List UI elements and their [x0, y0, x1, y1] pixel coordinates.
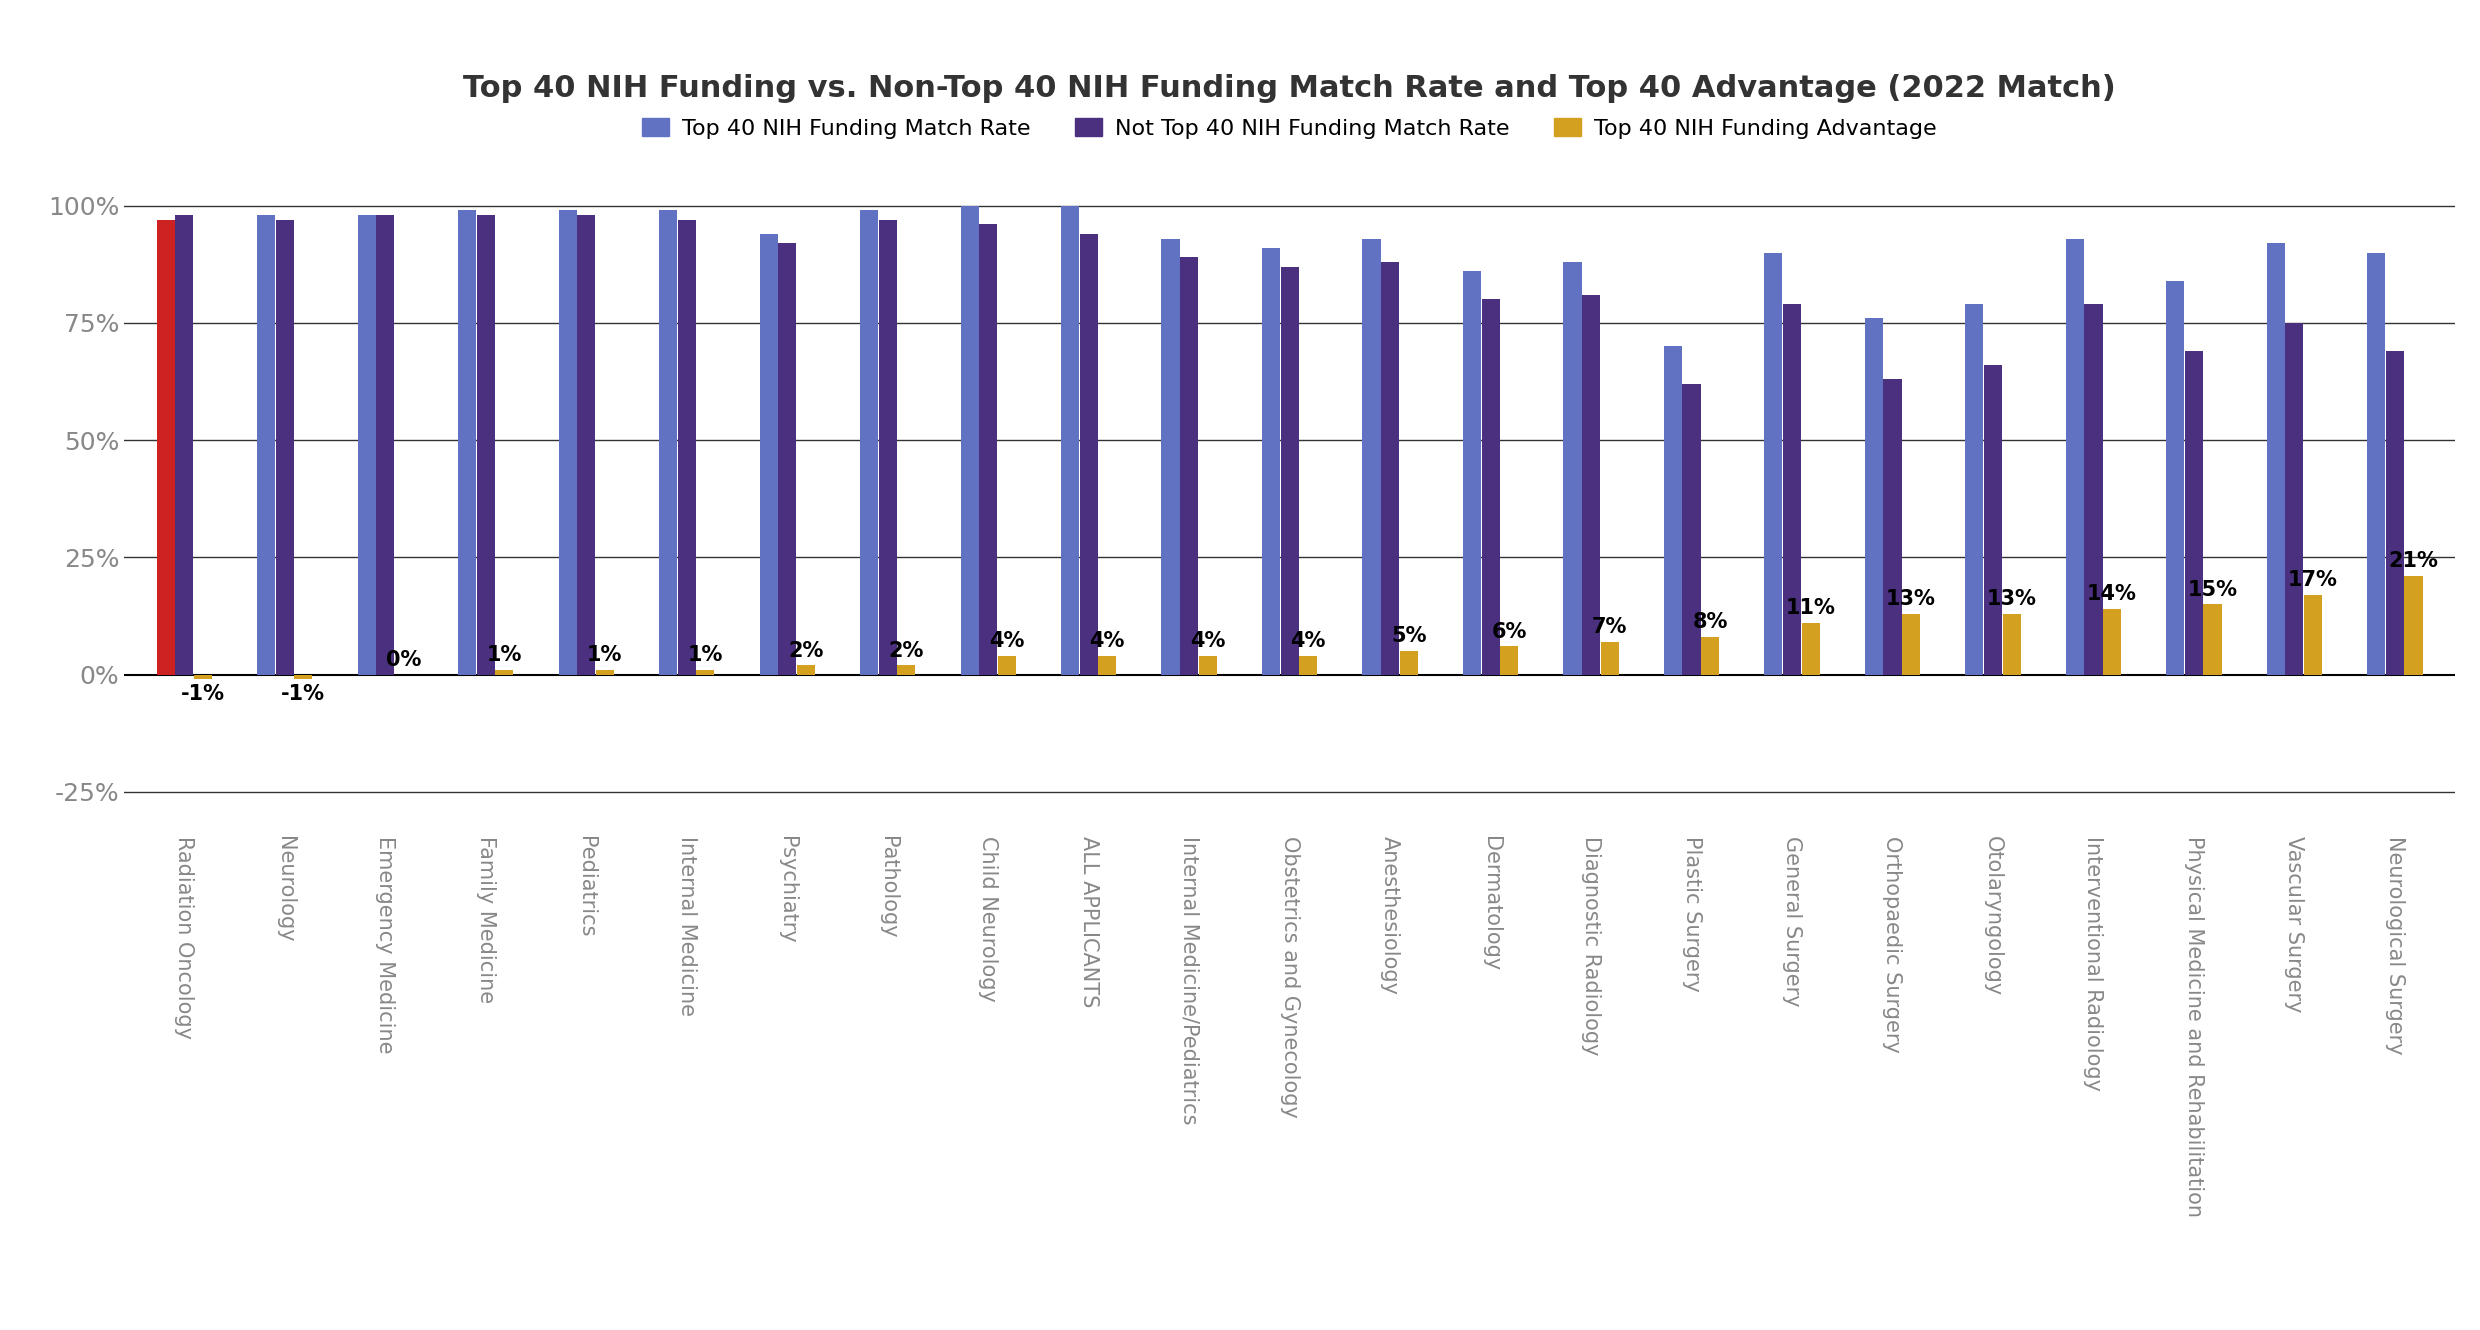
Bar [759, 234, 779, 674]
Text: 2%: 2% [888, 641, 925, 661]
Text: -1%: -1% [280, 684, 325, 704]
Bar [1984, 366, 2001, 674]
Bar [1280, 267, 1300, 674]
Bar [1463, 271, 1481, 674]
Text: 8%: 8% [1691, 612, 1729, 632]
Bar [960, 206, 980, 674]
Bar [1481, 299, 1500, 674]
Text: 5%: 5% [1391, 626, 1426, 646]
Text: 13%: 13% [1986, 589, 2036, 609]
Bar [295, 674, 312, 680]
Text: 4%: 4% [1290, 632, 1327, 652]
Text: 6%: 6% [1490, 621, 1528, 642]
Bar [156, 219, 174, 674]
Bar [2386, 351, 2403, 674]
Bar [1902, 613, 1920, 674]
Bar [2103, 609, 2120, 674]
Text: 1%: 1% [687, 645, 724, 665]
Text: 11%: 11% [1786, 598, 1835, 618]
Bar [1300, 656, 1317, 674]
Bar [2267, 243, 2284, 674]
Bar [2287, 323, 2304, 674]
Text: 4%: 4% [990, 632, 1024, 652]
Text: 13%: 13% [1887, 589, 1937, 609]
Bar [1600, 642, 1619, 674]
Bar [176, 215, 193, 674]
Text: 21%: 21% [2388, 552, 2438, 572]
Bar [1763, 253, 1783, 674]
Text: 1%: 1% [588, 645, 622, 665]
Bar [1161, 238, 1180, 674]
Bar [2304, 595, 2321, 674]
Text: 2%: 2% [789, 641, 823, 661]
Bar [1882, 379, 1902, 674]
Bar [1079, 234, 1099, 674]
Bar [779, 243, 796, 674]
Bar [1381, 262, 1399, 674]
Bar [1681, 384, 1701, 674]
Title: Top 40 NIH Funding vs. Non-Top 40 NIH Funding Match Rate and Top 40 Advantage (2: Top 40 NIH Funding vs. Non-Top 40 NIH Fu… [464, 73, 2115, 102]
Bar [2406, 576, 2423, 674]
Bar [377, 215, 394, 674]
Bar [578, 215, 595, 674]
Bar [1099, 656, 1116, 674]
Bar [1500, 646, 1518, 674]
Bar [459, 210, 476, 674]
Bar [1865, 318, 1882, 674]
Text: 4%: 4% [1089, 632, 1126, 652]
Bar [1399, 652, 1419, 674]
Bar [275, 219, 293, 674]
Text: 4%: 4% [1190, 632, 1225, 652]
Bar [980, 225, 997, 674]
Bar [861, 210, 878, 674]
Bar [1783, 305, 1800, 674]
Text: 0%: 0% [387, 650, 422, 670]
Bar [796, 665, 816, 674]
Bar [697, 670, 714, 674]
Bar [2001, 613, 2021, 674]
Bar [2368, 253, 2386, 674]
Bar [1061, 206, 1079, 674]
Bar [677, 219, 697, 674]
Bar [2168, 281, 2185, 674]
Bar [1180, 257, 1198, 674]
Bar [2185, 351, 2202, 674]
Bar [1262, 247, 1280, 674]
Bar [1362, 238, 1381, 674]
Bar [1701, 637, 1719, 674]
Bar [476, 215, 496, 674]
Bar [1582, 295, 1600, 674]
Bar [878, 219, 898, 674]
Bar [193, 674, 211, 680]
Bar [1664, 346, 1681, 674]
Bar [2066, 238, 2083, 674]
Text: 1%: 1% [486, 645, 521, 665]
Bar [1562, 262, 1582, 674]
Bar [357, 215, 374, 674]
Bar [2083, 305, 2103, 674]
Text: 7%: 7% [1592, 617, 1627, 637]
Bar [595, 670, 615, 674]
Text: 17%: 17% [2289, 571, 2339, 591]
Text: 14%: 14% [2088, 584, 2138, 604]
Bar [2205, 604, 2222, 674]
Bar [997, 656, 1017, 674]
Legend: Top 40 NIH Funding Match Rate, Not Top 40 NIH Funding Match Rate, Top 40 NIH Fun: Top 40 NIH Funding Match Rate, Not Top 4… [632, 109, 1947, 148]
Text: 15%: 15% [2187, 580, 2237, 600]
Bar [558, 210, 578, 674]
Bar [1800, 622, 1820, 674]
Bar [496, 670, 513, 674]
Bar [1198, 656, 1218, 674]
Bar [898, 665, 915, 674]
Bar [1964, 305, 1984, 674]
Bar [660, 210, 677, 674]
Text: -1%: -1% [181, 684, 226, 704]
Bar [258, 215, 275, 674]
